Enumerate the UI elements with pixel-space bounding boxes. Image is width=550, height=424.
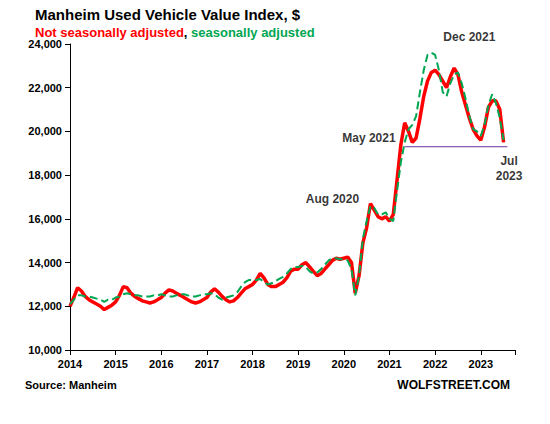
svg-text:2019: 2019 (286, 358, 310, 370)
svg-text:2023: 2023 (496, 169, 523, 183)
svg-text:Manheim Used Vehicle Value Ind: Manheim Used Vehicle Value Index, $ (35, 6, 301, 23)
svg-text:Source: Manheim: Source: Manheim (25, 379, 117, 391)
svg-text:May 2021: May 2021 (342, 131, 396, 145)
svg-text:14,000: 14,000 (28, 257, 62, 269)
svg-text:22,000: 22,000 (28, 82, 62, 94)
svg-text:WOLFSTREET.COM: WOLFSTREET.COM (397, 378, 510, 392)
svg-text:Aug 2020: Aug 2020 (306, 192, 360, 206)
svg-text:2017: 2017 (195, 358, 219, 370)
svg-text:,: , (184, 25, 191, 40)
svg-text:Jul: Jul (500, 154, 517, 168)
svg-text:12,000: 12,000 (28, 300, 62, 312)
svg-text:2018: 2018 (240, 358, 264, 370)
svg-text:2014: 2014 (58, 358, 83, 370)
svg-text:2020: 2020 (332, 358, 356, 370)
svg-text:24,000: 24,000 (28, 38, 62, 50)
svg-text:2022: 2022 (423, 358, 447, 370)
svg-text:seasonally adjusted: seasonally adjusted (191, 25, 315, 40)
svg-text:Not seasonally adjusted: Not seasonally adjusted (35, 25, 184, 40)
svg-text:2016: 2016 (149, 358, 173, 370)
svg-text:20,000: 20,000 (28, 125, 62, 137)
svg-text:16,000: 16,000 (28, 213, 62, 225)
svg-text:Dec 2021: Dec 2021 (443, 30, 495, 44)
svg-text:2023: 2023 (469, 358, 493, 370)
svg-text:10,000: 10,000 (28, 344, 62, 356)
svg-text:2021: 2021 (377, 358, 401, 370)
svg-text:18,000: 18,000 (28, 169, 62, 181)
svg-text:2015: 2015 (103, 358, 127, 370)
